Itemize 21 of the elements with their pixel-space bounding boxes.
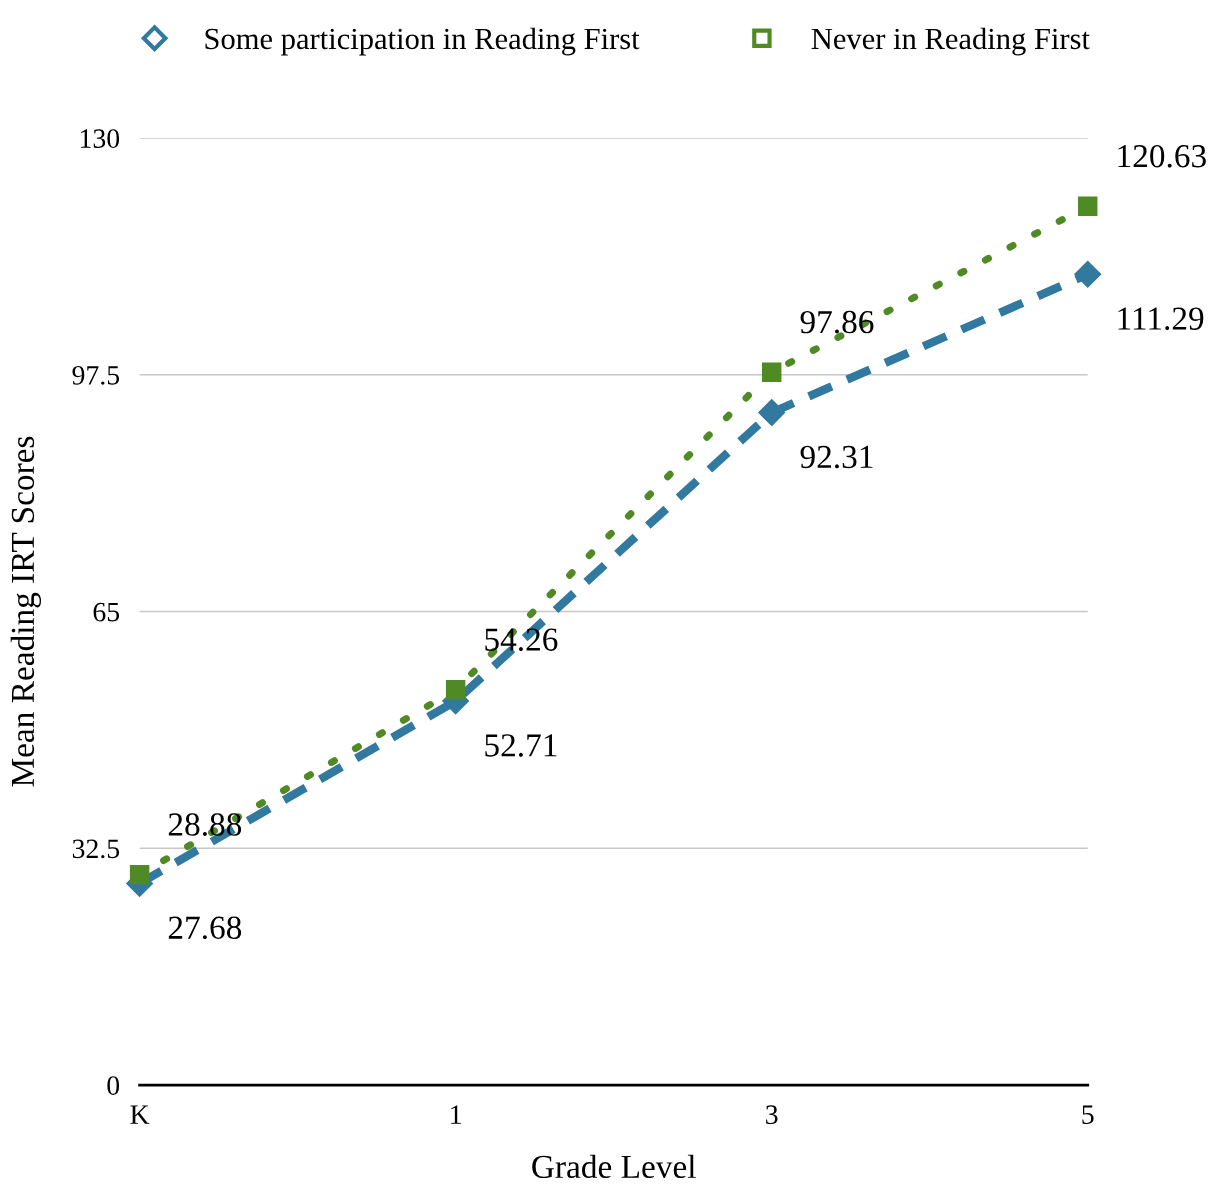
y-tick-label: 65 xyxy=(93,602,120,622)
data-label: 54.26 xyxy=(485,628,558,652)
data-label: 111.29 xyxy=(1118,307,1204,331)
legend-label: Never in Reading First xyxy=(811,27,1090,56)
x-tick-label: 3 xyxy=(766,1105,778,1125)
x-tick-label: K xyxy=(130,1105,150,1124)
data-label: 92.31 xyxy=(800,445,873,469)
y-tick-label: 0 xyxy=(107,1076,120,1095)
y-tick-label: 130 xyxy=(80,129,120,148)
data-label: 52.71 xyxy=(485,734,557,757)
data-label: 120.63 xyxy=(1118,144,1206,168)
y-axis-title: Mean Reading IRT Scores xyxy=(10,436,41,787)
x-tick-label: 5 xyxy=(1082,1105,1094,1125)
data-label: 27.68 xyxy=(168,916,242,940)
x-tick-label: 1 xyxy=(451,1105,461,1124)
y-tick-label: 32.5 xyxy=(72,839,120,859)
legend-label: Some participation in Reading First xyxy=(205,27,640,56)
data-label: 97.86 xyxy=(800,310,874,334)
data-label: 28.88 xyxy=(168,813,242,836)
x-axis-title: Grade Level xyxy=(532,1154,696,1179)
y-tick-label: 97.5 xyxy=(72,366,120,385)
